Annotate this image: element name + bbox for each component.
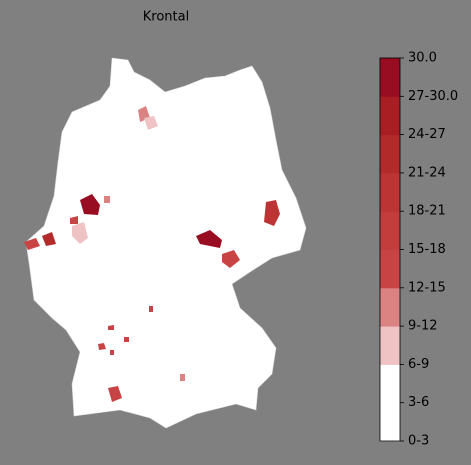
region xyxy=(98,343,106,350)
colorbar-segment xyxy=(380,172,400,212)
colorbar-label: 27-30.0 xyxy=(408,89,458,104)
region xyxy=(70,216,78,224)
colorbar-label: 9-12 xyxy=(408,319,438,334)
region xyxy=(144,116,158,130)
colorbar-segment xyxy=(380,58,400,97)
colorbar-label: 30.0 xyxy=(408,51,437,66)
region xyxy=(72,222,88,244)
map-title: Krontal xyxy=(143,10,189,25)
colorbar-segment xyxy=(380,326,400,365)
colorbar-segment xyxy=(380,402,400,442)
colorbar-label: 12-15 xyxy=(408,280,446,295)
region xyxy=(180,374,185,381)
region xyxy=(149,306,153,312)
region xyxy=(104,196,110,203)
colorbar-label: 21-24 xyxy=(408,165,446,180)
region xyxy=(108,386,122,402)
colorbar: 0-3 3-6 6-9 9-12 12-15 15-18 18-21 21-24 24-27 27… xyxy=(379,51,458,449)
region xyxy=(110,350,114,355)
colorbar-segment xyxy=(380,364,400,404)
colorbar-label: 24-27 xyxy=(408,127,446,142)
region xyxy=(108,325,114,330)
region xyxy=(264,200,280,226)
colorbar-label: 15-18 xyxy=(408,242,446,257)
colorbar-label: 3-6 xyxy=(408,395,429,410)
country-outline xyxy=(25,57,307,429)
region xyxy=(80,194,100,215)
region xyxy=(24,238,40,250)
region xyxy=(196,230,222,248)
colorbar-segment xyxy=(380,134,400,174)
region xyxy=(222,250,240,268)
region xyxy=(124,337,129,342)
colorbar-segment xyxy=(380,211,400,250)
region xyxy=(42,232,56,246)
colorbar-segment xyxy=(380,287,400,327)
colorbar-segment xyxy=(380,249,400,289)
colorbar-segment xyxy=(380,96,400,136)
colorbar-label: 6-9 xyxy=(408,357,429,372)
colorbar-label: 18-21 xyxy=(408,204,446,219)
germany-map xyxy=(24,57,307,429)
colorbar-label: 0-3 xyxy=(408,434,429,449)
